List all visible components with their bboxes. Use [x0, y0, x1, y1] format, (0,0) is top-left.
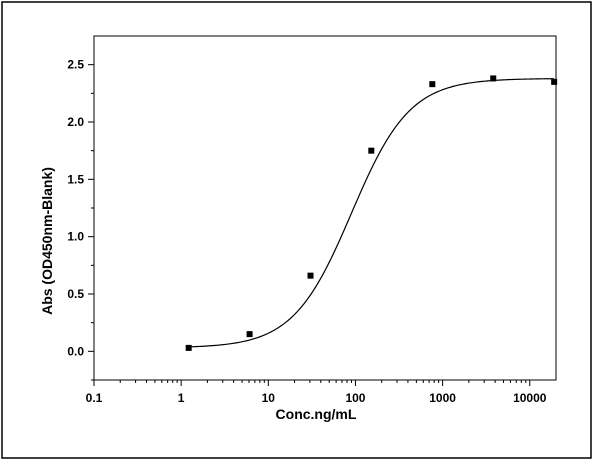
- y-tick-label: 0.5: [67, 287, 84, 301]
- y-tick-label: 2.0: [67, 115, 84, 129]
- x-axis-label: Conc.ng/mL: [276, 406, 357, 422]
- y-tick-label: 0.0: [67, 344, 84, 358]
- data-point: [551, 78, 558, 85]
- x-axis: 0.1 1 10 100 1000 10000: [86, 380, 547, 405]
- plot-border: [93, 35, 557, 381]
- x-tick-label: 0.1: [86, 391, 103, 405]
- x-tick-label: 10: [262, 391, 276, 405]
- data-point: [246, 331, 253, 338]
- outer-border: [1, 1, 592, 459]
- fit-curve-layer: [188, 78, 555, 348]
- data-point: [368, 147, 375, 154]
- plot-area: [93, 35, 557, 381]
- data-points-layer: [185, 75, 558, 351]
- data-point: [429, 81, 436, 88]
- y-tick-label: 2.5: [67, 58, 84, 72]
- x-tick-label: 10000: [513, 391, 547, 405]
- y-tick-label: 1.0: [67, 230, 84, 244]
- data-point: [490, 75, 497, 82]
- y-axis: 0.0 0.5 1.0 1.5 2.0 2.5: [67, 58, 94, 381]
- data-point: [307, 272, 314, 279]
- y-tick-label: 1.5: [67, 172, 84, 186]
- data-point: [185, 344, 192, 351]
- x-tick-label: 1000: [429, 391, 456, 405]
- x-tick-label: 1: [178, 391, 185, 405]
- fit-curve: [188, 78, 555, 348]
- x-tick-label: 100: [345, 391, 365, 405]
- y-axis-label: Abs (OD450nm-Blank): [39, 167, 55, 315]
